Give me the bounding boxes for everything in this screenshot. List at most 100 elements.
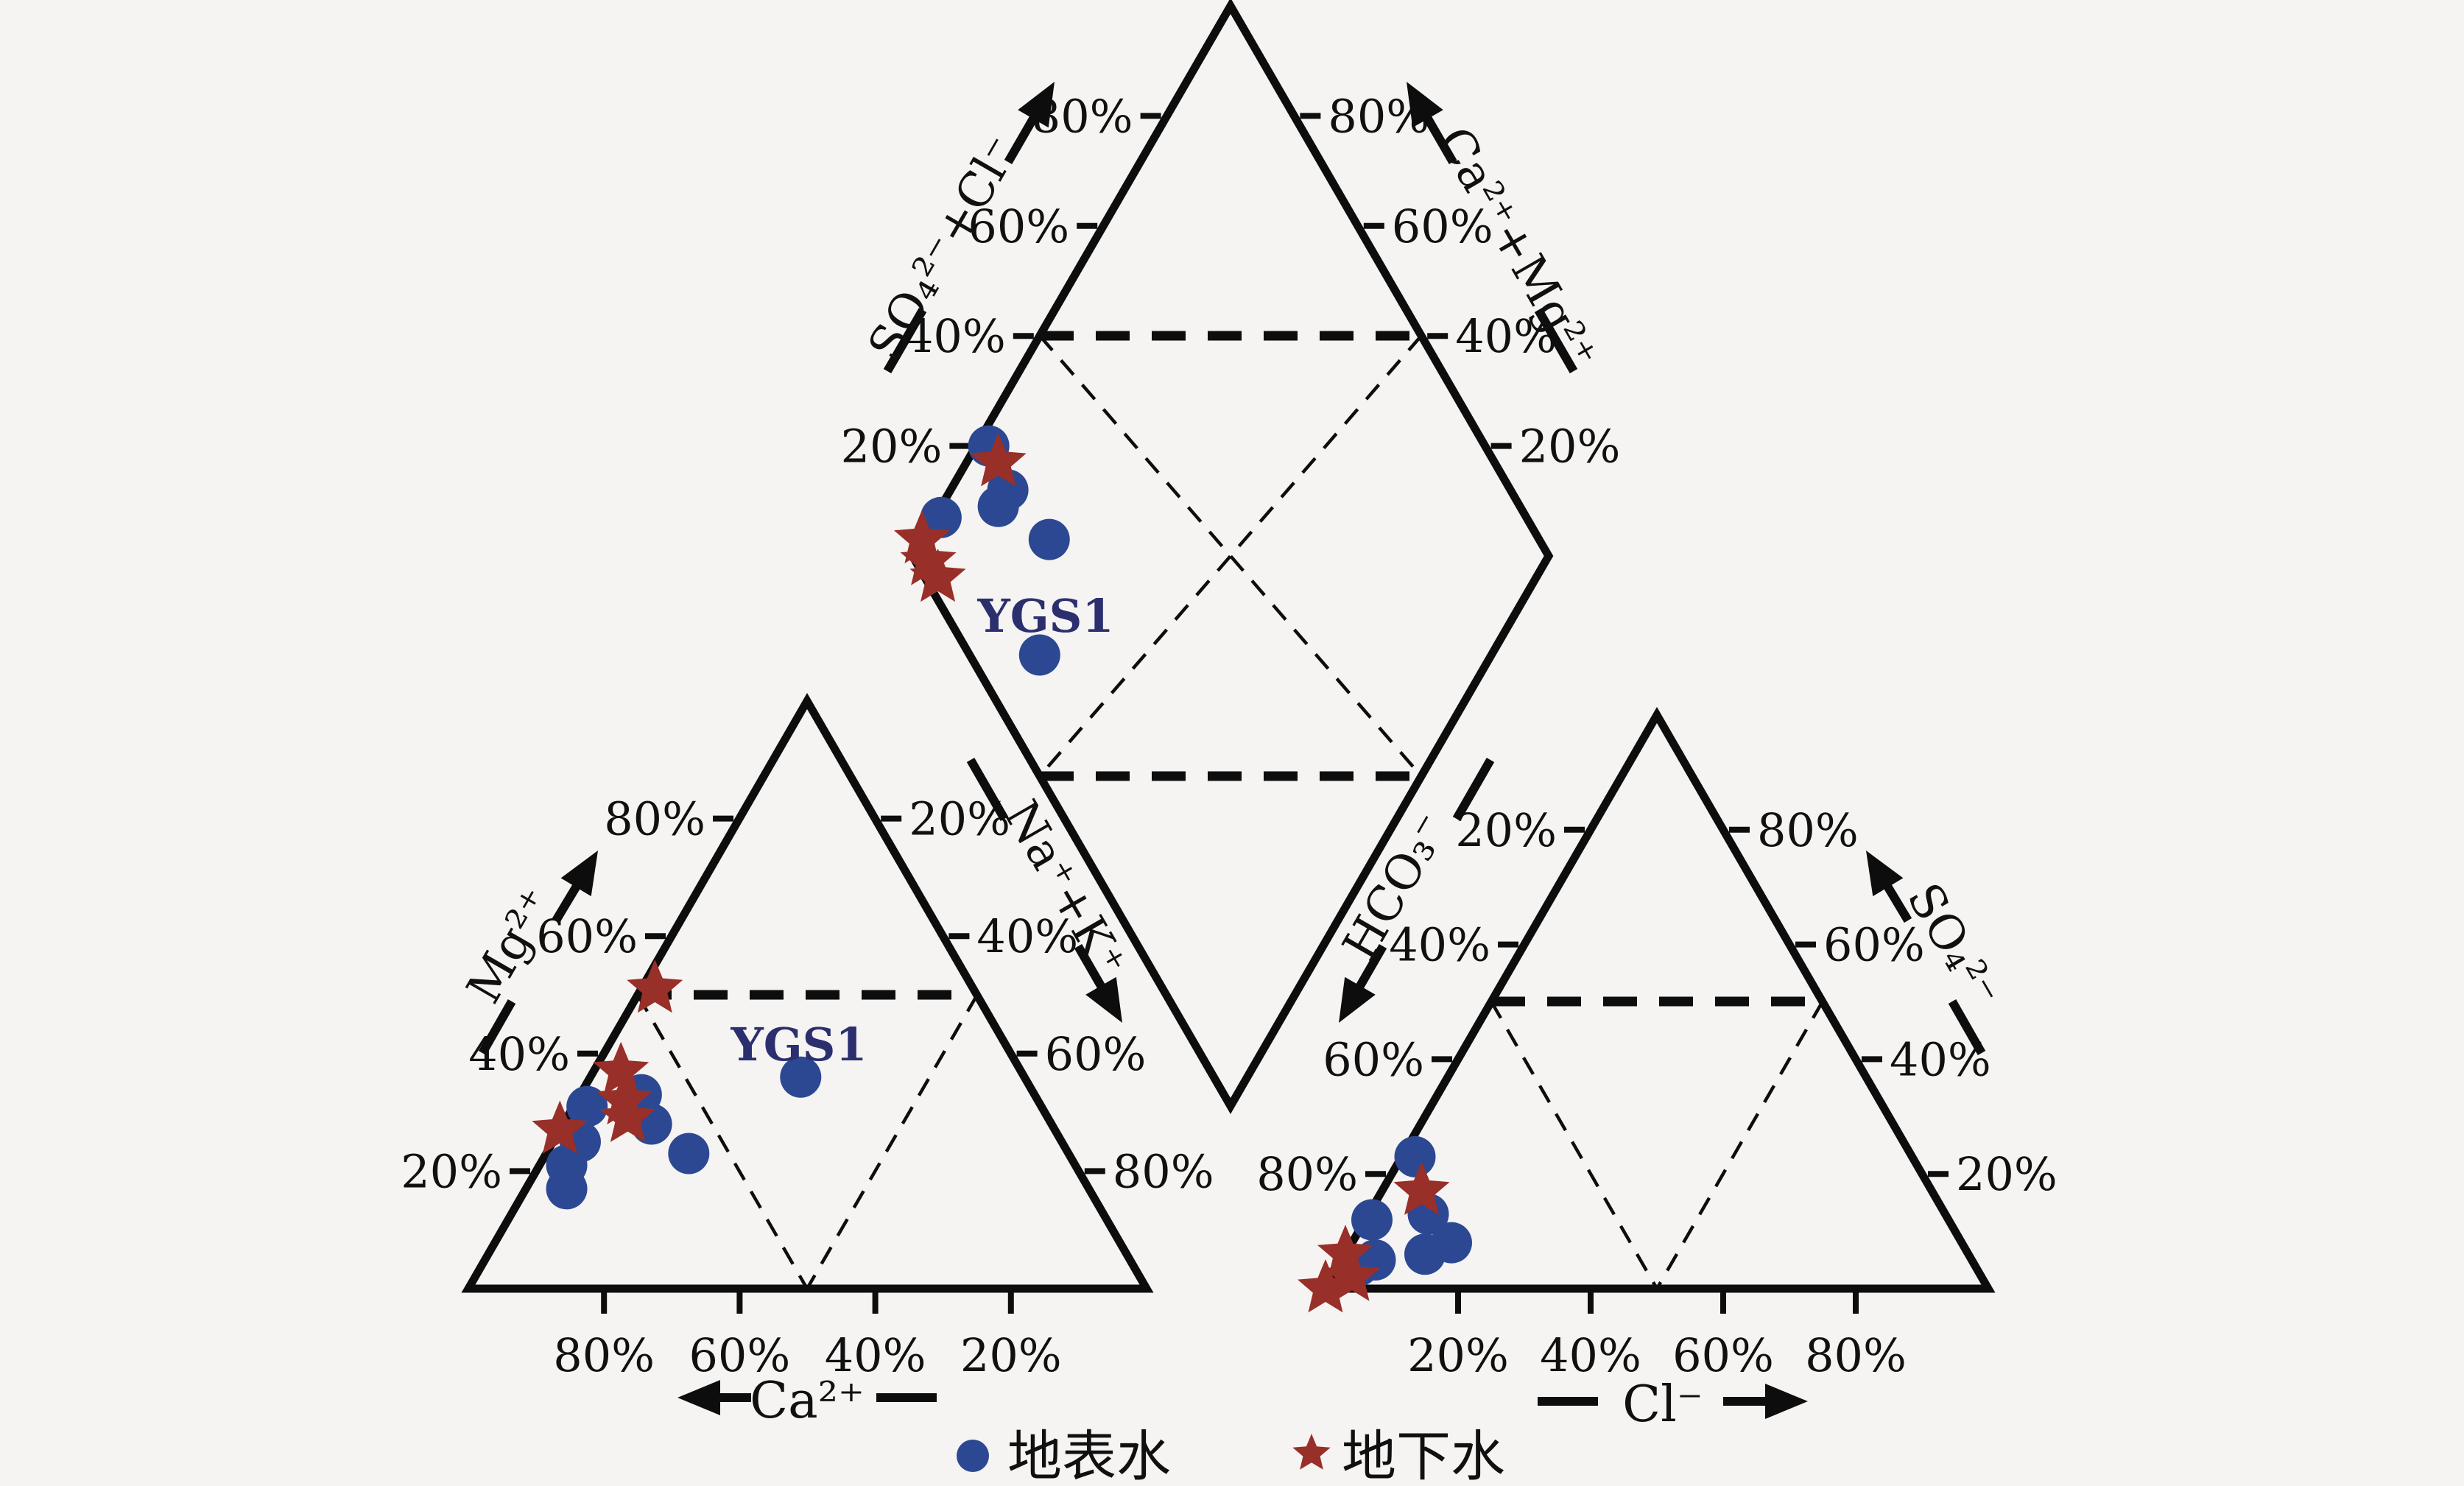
ca-axis-label: Ca²⁺ [750,1372,865,1430]
axis-arrowhead [1339,976,1376,1023]
grid-line [636,993,809,1290]
cation-ticks: 20%40%60%80% 20%40%60%80%80% 60% 40% 20% [401,792,1214,1382]
diamond-ticks: 20%40%60%80%20%40%60%80% [841,89,1621,473]
legend: 地表水 地下水 [957,1425,1505,1486]
anion-gridlines [1490,996,1824,1290]
grid-line [1490,1000,1658,1290]
surface-water-point [780,1056,822,1098]
tick-label: 20% [960,1328,1062,1382]
axis-line-segment [478,999,516,1055]
surface-water-point [977,485,1019,527]
tick-label: 60% [968,200,1069,253]
ground-water-point [1298,1259,1354,1313]
tick-label: 80% [1256,1147,1358,1201]
diamond-frame [907,0,1554,1114]
axis-arrowhead [1765,1384,1808,1419]
surface-water-point [546,1168,588,1210]
axis-arrowhead [1018,82,1055,128]
panel-frame-outline [1318,707,1996,1293]
axis-arrow-shaft [1074,944,1108,992]
tick-label: 20% [1519,420,1621,473]
tick-label: 60% [1823,918,1925,972]
tick-label: 20% [841,420,943,473]
panel-frame-outline [461,692,1154,1293]
tick-label: 40% [1540,1328,1641,1382]
anion-frame [1318,707,1996,1293]
legend-markers [957,1434,1331,1472]
axis-arrow-shaft [552,881,582,923]
cation-axis-arrows [478,758,1122,1415]
ground-water-point [593,1041,650,1096]
diamond-axis-arrows [883,82,1578,374]
axis-line-segment [883,307,927,374]
tick-label: 80% [553,1328,655,1382]
axis-arrowhead [1866,851,1904,897]
cation-gridlines [636,990,979,1290]
surface-water-point [668,1133,710,1175]
axis-line-segment [1948,999,1986,1055]
anion-ticks: 20%40%60%80% 20%40%60%80%20% 40% 60% 80% [1256,803,2058,1382]
surface-water-point [566,1085,608,1127]
tick-label: 60% [1672,1328,1774,1382]
ground-water-point [599,1088,656,1142]
cation-triangle-panel: 20%40%60%80% 20%40%60%80%80% 60% 40% 20% Mg²… [401,692,1214,1430]
diamond-data-points [893,425,1070,676]
legend-star-marker [1292,1434,1331,1470]
axis-line-segment [966,758,1009,821]
surface-water-point [1351,1199,1393,1241]
ground-water-point [909,548,966,602]
diamond-panel: 20%40%60%80%20%40%60%80% SO₄²⁻+Cl⁻ Ca²⁺+… [841,0,1621,1114]
anion-triangle-panel: 20%40%60%80% 20%40%60%80%20% 40% 60% 80% HCO… [1256,707,2058,1434]
cation-frame [461,692,1154,1293]
cation-data-points [532,959,822,1210]
tick-label: 40% [825,1328,926,1382]
axis-arrowhead [560,851,598,897]
axis-arrowhead [1085,976,1122,1023]
tick-label: 60% [1323,1032,1424,1086]
surface-water-point [1394,1135,1436,1177]
tick-label: 80% [1805,1328,1907,1382]
ground-water-point [893,510,950,563]
ground-water-point [1393,1161,1450,1215]
tick-label: 40% [468,1027,570,1081]
axis-arrowhead [677,1380,720,1415]
tick-label: 60% [1392,200,1493,253]
surface-water-point [920,496,962,538]
tick-label: 20% [1956,1147,2058,1201]
surface-water-point [1028,518,1070,560]
legend-surface-water-label: 地表水 [1007,1425,1171,1486]
tick-label: 60% [689,1328,790,1382]
legend-circle-marker [957,1440,989,1472]
axis-arrowhead [1407,82,1443,128]
tick-label: 60% [1045,1027,1147,1081]
grid-line [1655,1000,1824,1290]
axis-arrow-shaft [1421,113,1457,165]
legend-ground-water-label: 地下水 [1342,1425,1505,1486]
cl-axis-label: Cl⁻ [1622,1376,1703,1434]
axis-arrow-shaft [1004,113,1040,165]
ground-water-point [970,433,1027,487]
tick-label: 80% [1757,803,1859,857]
tick-label: 20% [1455,803,1557,857]
axis-arrow-shaft [1354,944,1387,992]
axis-line-segment [1452,758,1495,821]
surface-water-point [1404,1233,1446,1275]
axis-line-segment [1534,307,1578,374]
tick-label: 40% [1389,918,1490,972]
axis-arrow-shaft [1882,881,1912,923]
tick-label: 40% [976,909,1078,963]
tick-label: 20% [401,1144,502,1198]
surface-water-point [1018,634,1060,676]
ground-water-point [532,1100,588,1154]
ground-water-point [627,959,683,1013]
diamond-gridlines [1038,331,1423,781]
anion-data-points [1298,1135,1472,1313]
tick-label: 80% [1113,1144,1214,1198]
anion-axis-arrows [1339,758,1986,1419]
tick-label: 80% [604,792,705,846]
grid-line [806,993,979,1290]
ygs1-annotation-cation: YGS1 [730,1018,867,1071]
ygs1-annotation-diamond: YGS1 [976,589,1113,643]
